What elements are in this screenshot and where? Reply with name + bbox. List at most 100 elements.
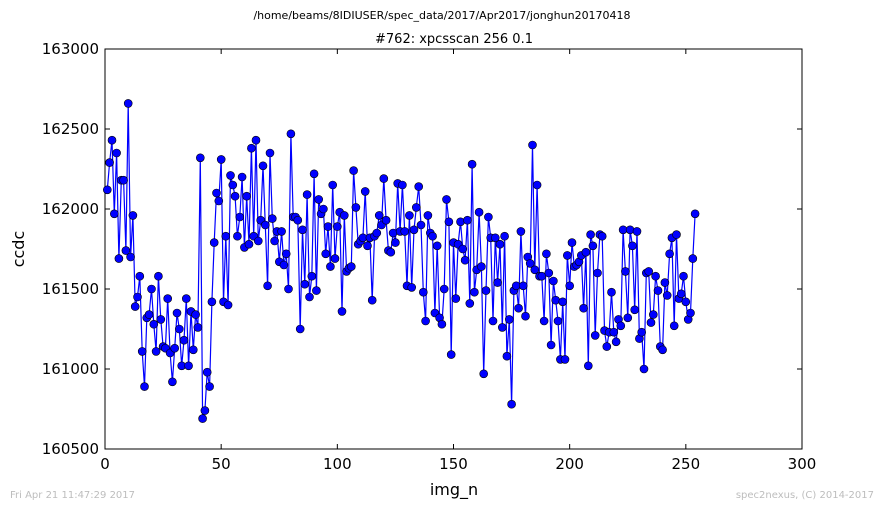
data-point xyxy=(597,231,607,241)
data-point xyxy=(107,135,117,145)
data-point xyxy=(168,377,177,387)
x-axis: 0 50 100 150 200 250 300 xyxy=(100,49,816,473)
data-point xyxy=(270,236,279,246)
data-point xyxy=(616,321,626,331)
data-point xyxy=(679,271,688,281)
data-point xyxy=(537,271,547,281)
data-point xyxy=(351,203,361,212)
data-point xyxy=(602,342,612,351)
data-point xyxy=(314,195,324,204)
x-axis-label: img_n xyxy=(430,480,478,500)
data-point xyxy=(544,268,554,278)
data-point xyxy=(407,283,417,292)
data-point xyxy=(179,335,189,345)
data-point xyxy=(672,230,681,239)
data-point xyxy=(528,140,537,150)
data-point xyxy=(660,278,670,287)
data-point xyxy=(409,225,419,235)
data-point xyxy=(416,220,426,230)
data-point xyxy=(446,350,456,359)
data-point xyxy=(123,99,133,108)
data-point xyxy=(467,159,477,169)
data-point xyxy=(669,321,679,331)
data-point xyxy=(214,196,224,206)
data-point xyxy=(300,279,310,289)
data-point xyxy=(423,211,433,220)
data-point xyxy=(328,180,338,190)
data-point xyxy=(391,238,400,247)
data-point xyxy=(470,287,479,297)
data-point xyxy=(516,227,526,236)
data-point xyxy=(588,241,598,251)
x-tick-label: 200 xyxy=(555,455,584,473)
data-point xyxy=(497,323,507,332)
data-point xyxy=(542,249,551,259)
data-point xyxy=(379,174,389,183)
data-point xyxy=(432,241,442,251)
data-point xyxy=(465,299,475,308)
data-point xyxy=(609,327,619,337)
data-point xyxy=(546,340,556,350)
data-point xyxy=(140,382,149,391)
data-point xyxy=(560,355,570,364)
data-point xyxy=(583,361,593,371)
data-point xyxy=(205,382,214,391)
data-point xyxy=(481,286,491,295)
data-point xyxy=(539,316,549,326)
data-point xyxy=(321,249,331,259)
data-point xyxy=(105,158,114,167)
data-point xyxy=(418,287,428,297)
data-point xyxy=(562,251,572,260)
data-series xyxy=(103,99,700,423)
data-point xyxy=(207,297,217,307)
data-point xyxy=(388,228,398,238)
data-point xyxy=(437,319,447,329)
data-point xyxy=(590,331,600,340)
data-point xyxy=(474,207,484,217)
data-point xyxy=(690,209,700,219)
data-point xyxy=(479,369,489,379)
data-point xyxy=(460,255,470,265)
data-point xyxy=(198,414,207,423)
data-point xyxy=(398,180,407,190)
data-point xyxy=(463,215,472,225)
data-point xyxy=(400,227,410,236)
data-point xyxy=(586,230,595,239)
data-point xyxy=(307,271,317,281)
data-point xyxy=(309,169,319,179)
data-point xyxy=(514,303,523,313)
data-point xyxy=(637,327,647,337)
data-point xyxy=(381,215,391,225)
data-point xyxy=(263,281,272,291)
data-point xyxy=(676,289,686,299)
data-point xyxy=(493,278,502,287)
data-point xyxy=(193,323,203,332)
data-point xyxy=(267,214,277,223)
data-point xyxy=(651,271,660,281)
data-point xyxy=(567,238,577,247)
data-point xyxy=(110,209,119,219)
data-point xyxy=(114,254,124,263)
figure-suptitle: /home/beams/8IDIUSER/spec_data/2017/Apr2… xyxy=(253,9,630,22)
y-tick-label: 163000 xyxy=(42,40,99,58)
data-point xyxy=(507,399,516,409)
data-point xyxy=(260,220,270,230)
data-point xyxy=(133,292,142,302)
data-point xyxy=(103,185,112,195)
data-point xyxy=(414,182,424,191)
y-tick-label: 162500 xyxy=(42,120,99,138)
data-point xyxy=(184,361,193,371)
data-point xyxy=(196,153,205,163)
data-point xyxy=(330,254,340,263)
data-point xyxy=(242,191,251,201)
data-point xyxy=(553,316,563,326)
data-point xyxy=(648,310,658,319)
data-point xyxy=(421,316,430,326)
data-point xyxy=(281,249,291,259)
data-point xyxy=(477,262,486,271)
data-point xyxy=(442,195,451,204)
data-point xyxy=(130,302,140,311)
data-point xyxy=(551,295,561,305)
data-point xyxy=(149,319,159,329)
